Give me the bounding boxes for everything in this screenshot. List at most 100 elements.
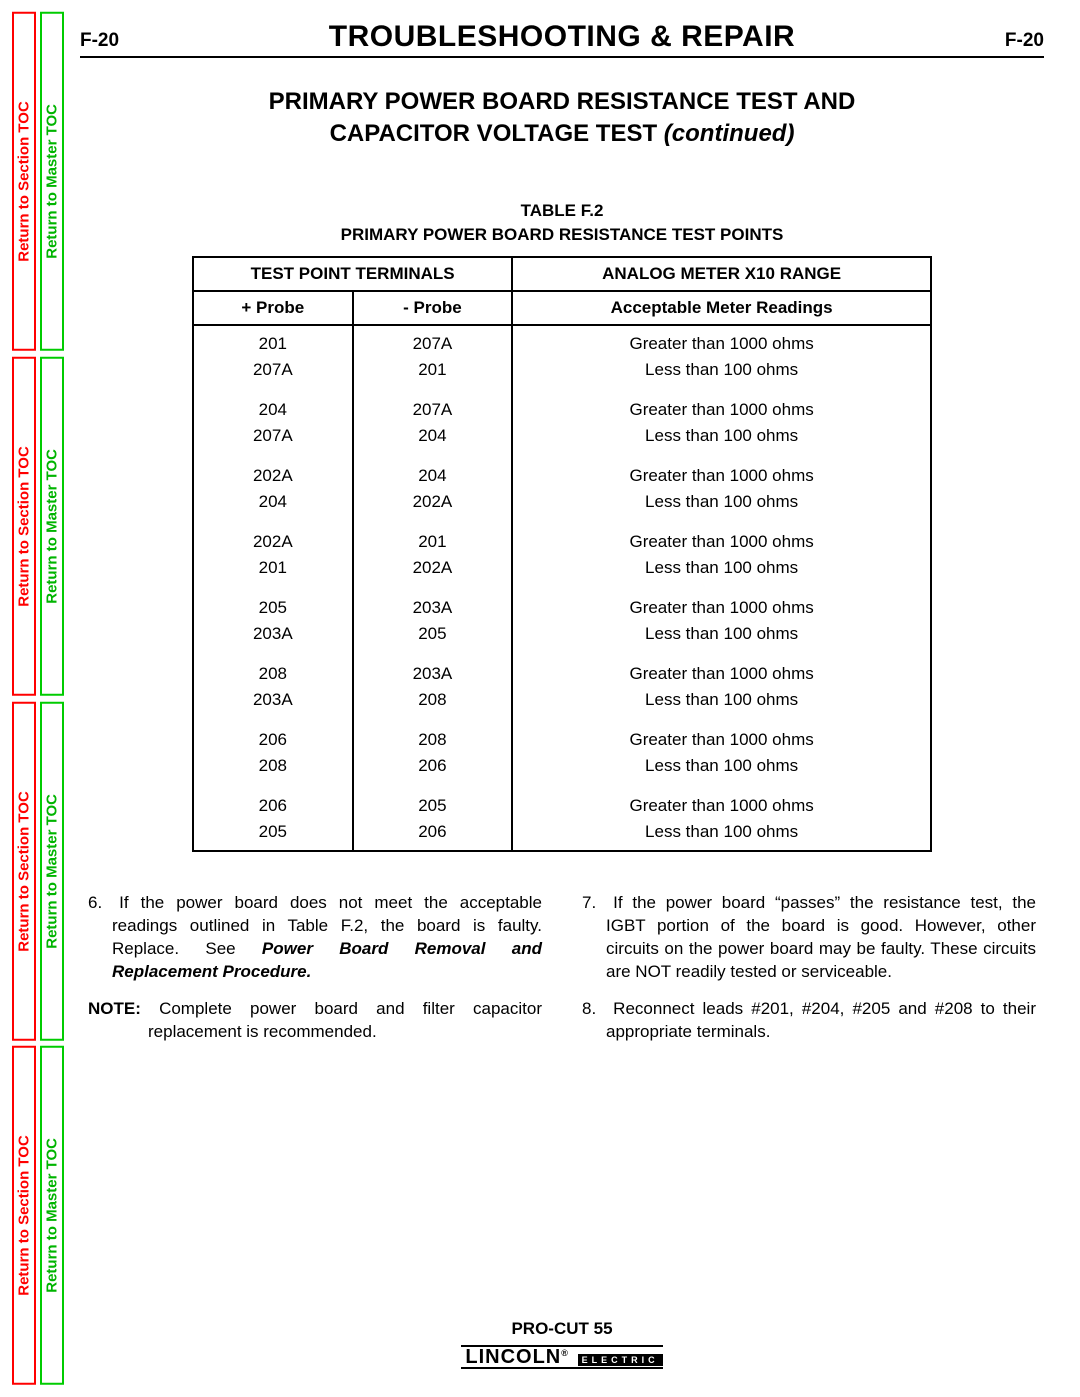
table-cell: 207A bbox=[353, 325, 513, 357]
table-cell: 205 bbox=[353, 793, 513, 819]
table-cell: 205 bbox=[353, 621, 513, 647]
table-spacer bbox=[193, 581, 931, 595]
table-row: 206208Greater than 1000 ohms bbox=[193, 727, 931, 753]
table-spacer bbox=[193, 779, 931, 793]
resistance-table: TEST POINT TERMINALS ANALOG METER X10 RA… bbox=[192, 256, 932, 852]
table-spacer bbox=[193, 713, 931, 727]
body-col-left: 6. If the power board does not meet the … bbox=[88, 892, 542, 1058]
table-cell: Greater than 1000 ohms bbox=[512, 595, 931, 621]
table-cell: 201 bbox=[353, 357, 513, 383]
side-tabs: Return to Section TOC Return to Section … bbox=[12, 12, 64, 1385]
table-cell: 207A bbox=[193, 423, 353, 449]
subtitle-line2b: (continued) bbox=[664, 120, 795, 147]
footer-product: PRO-CUT 55 bbox=[511, 1319, 612, 1338]
table-cell: Less than 100 ohms bbox=[512, 489, 931, 515]
table-spacer bbox=[193, 383, 931, 397]
return-section-toc[interactable]: Return to Section TOC bbox=[12, 12, 36, 351]
table-cell: 204 bbox=[193, 397, 353, 423]
table-cell: 208 bbox=[353, 687, 513, 713]
table-cell: Less than 100 ohms bbox=[512, 621, 931, 647]
return-section-toc[interactable]: Return to Section TOC bbox=[12, 1046, 36, 1385]
table-cell: 202A bbox=[193, 463, 353, 489]
table-head-left: TEST POINT TERMINALS bbox=[193, 257, 512, 291]
lincoln-logo: LINCOLN® ELECTRIC bbox=[461, 1345, 662, 1369]
table-cell: 203A bbox=[353, 661, 513, 687]
page-content: F-20 TROUBLESHOOTING & REPAIR F-20 PRIMA… bbox=[80, 20, 1044, 1377]
body-text: 6. If the power board does not meet the … bbox=[80, 892, 1044, 1058]
note-label: NOTE: bbox=[88, 999, 141, 1018]
page-number-left: F-20 bbox=[80, 30, 119, 52]
table-cell: 203A bbox=[193, 687, 353, 713]
table-cell: 202A bbox=[353, 489, 513, 515]
table-subhead-plus: + Probe bbox=[193, 291, 353, 325]
table-cell: 206 bbox=[353, 753, 513, 779]
logo-bot-text: ELECTRIC bbox=[578, 1354, 663, 1366]
table-cell: Greater than 1000 ohms bbox=[512, 661, 931, 687]
table-caption-line2: PRIMARY POWER BOARD RESISTANCE TEST POIN… bbox=[341, 225, 784, 244]
table-cell: 206 bbox=[193, 793, 353, 819]
table-spacer bbox=[193, 647, 931, 661]
logo-reg: ® bbox=[561, 1348, 569, 1358]
table-cell: 204 bbox=[353, 463, 513, 489]
table-head-right: ANALOG METER X10 RANGE bbox=[512, 257, 931, 291]
table-cell: 202A bbox=[353, 555, 513, 581]
table-cell: 208 bbox=[193, 753, 353, 779]
table-row: 202A201Greater than 1000 ohms bbox=[193, 529, 931, 555]
table-row: 206205Greater than 1000 ohms bbox=[193, 793, 931, 819]
table-spacer bbox=[193, 515, 931, 529]
return-master-toc[interactable]: Return to Master TOC bbox=[40, 357, 64, 696]
table-cell: Greater than 1000 ohms bbox=[512, 397, 931, 423]
para-8: 8. Reconnect leads #201, #204, #205 and … bbox=[582, 998, 1036, 1044]
table-cell: 204 bbox=[193, 489, 353, 515]
table-cell: Greater than 1000 ohms bbox=[512, 463, 931, 489]
table-cell: Less than 100 ohms bbox=[512, 753, 931, 779]
return-section-toc[interactable]: Return to Section TOC bbox=[12, 357, 36, 696]
table-row: 207A201Less than 100 ohms bbox=[193, 357, 931, 383]
table-cell: Less than 100 ohms bbox=[512, 423, 931, 449]
header-rule bbox=[80, 56, 1044, 58]
table-cell: 201 bbox=[353, 529, 513, 555]
table-cell: 206 bbox=[353, 819, 513, 851]
return-section-toc[interactable]: Return to Section TOC bbox=[12, 702, 36, 1041]
table-caption-line1: TABLE F.2 bbox=[521, 201, 604, 220]
table-subhead-minus: - Probe bbox=[353, 291, 513, 325]
return-master-toc[interactable]: Return to Master TOC bbox=[40, 1046, 64, 1385]
table-row: 208203AGreater than 1000 ohms bbox=[193, 661, 931, 687]
table-cell: 208 bbox=[353, 727, 513, 753]
table-row: 205206Less than 100 ohms bbox=[193, 819, 931, 851]
return-master-toc[interactable]: Return to Master TOC bbox=[40, 702, 64, 1041]
table-cell: 206 bbox=[193, 727, 353, 753]
table-cell: Greater than 1000 ohms bbox=[512, 793, 931, 819]
section-subtitle: PRIMARY POWER BOARD RESISTANCE TEST AND … bbox=[80, 86, 1044, 151]
table-row: 201207AGreater than 1000 ohms bbox=[193, 325, 931, 357]
page-header: F-20 TROUBLESHOOTING & REPAIR F-20 bbox=[80, 20, 1044, 54]
table-cell: 203A bbox=[353, 595, 513, 621]
table-cell: Less than 100 ohms bbox=[512, 357, 931, 383]
table-row: 203A208Less than 100 ohms bbox=[193, 687, 931, 713]
body-col-right: 7. If the power board “passes” the resis… bbox=[582, 892, 1036, 1058]
table-cell: Less than 100 ohms bbox=[512, 819, 931, 851]
table-subhead-reading: Acceptable Meter Readings bbox=[512, 291, 931, 325]
return-master-toc[interactable]: Return to Master TOC bbox=[40, 12, 64, 351]
table-row: 204202ALess than 100 ohms bbox=[193, 489, 931, 515]
para-6: 6. If the power board does not meet the … bbox=[88, 892, 542, 984]
master-toc-column: Return to Master TOC Return to Master TO… bbox=[40, 12, 64, 1385]
table-cell: 208 bbox=[193, 661, 353, 687]
table-cell: 203A bbox=[193, 621, 353, 647]
table-cell: Less than 100 ohms bbox=[512, 687, 931, 713]
table-row: 204207AGreater than 1000 ohms bbox=[193, 397, 931, 423]
table-cell: 204 bbox=[353, 423, 513, 449]
table-cell: 207A bbox=[193, 357, 353, 383]
table-row: 201202ALess than 100 ohms bbox=[193, 555, 931, 581]
table-cell: Greater than 1000 ohms bbox=[512, 727, 931, 753]
section-toc-column: Return to Section TOC Return to Section … bbox=[12, 12, 36, 1385]
table-cell: 207A bbox=[353, 397, 513, 423]
table-row: 207A204Less than 100 ohms bbox=[193, 423, 931, 449]
note-text: Complete power board and filter capacito… bbox=[141, 999, 542, 1041]
table-cell: 201 bbox=[193, 555, 353, 581]
table-row: 203A205Less than 100 ohms bbox=[193, 621, 931, 647]
table-row: 205203AGreater than 1000 ohms bbox=[193, 595, 931, 621]
logo-top-text: LINCOLN bbox=[465, 1346, 561, 1368]
table-cell: Less than 100 ohms bbox=[512, 555, 931, 581]
table-cell: Greater than 1000 ohms bbox=[512, 325, 931, 357]
